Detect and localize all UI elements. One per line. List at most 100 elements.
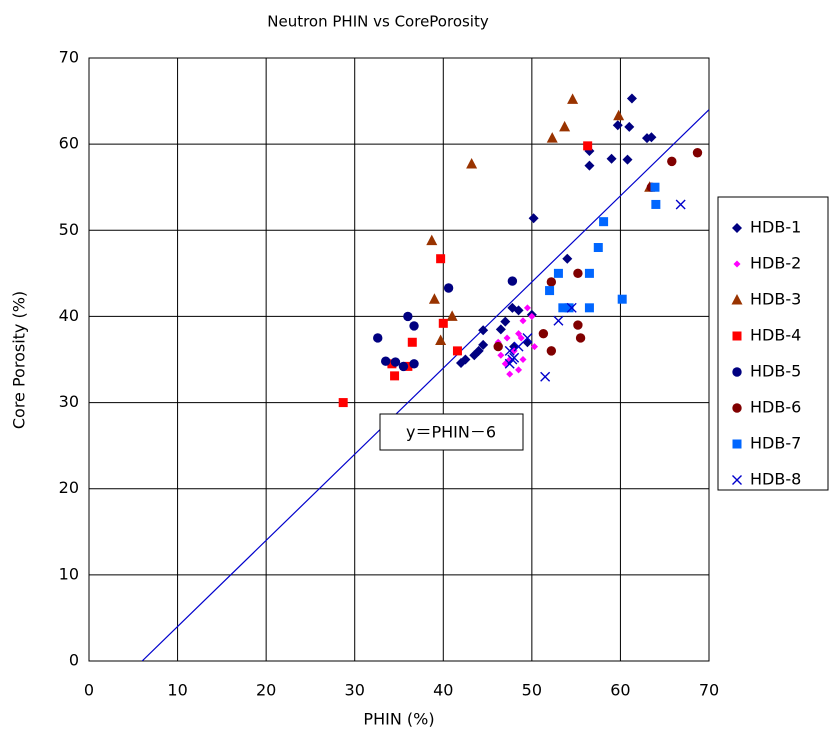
point <box>650 182 660 192</box>
point <box>540 371 551 382</box>
legend-marker <box>732 403 742 413</box>
point <box>435 334 447 346</box>
point <box>593 243 603 253</box>
point <box>507 354 518 365</box>
point <box>517 334 525 342</box>
annotation: y＝PHIN－6 <box>406 423 496 442</box>
reference-line <box>141 109 709 661</box>
point <box>390 371 400 381</box>
legend-label: HDB-8 <box>750 470 801 489</box>
legend-marker <box>732 439 742 449</box>
point <box>390 357 401 367</box>
legend-marker <box>732 331 742 341</box>
legend-label: HDB-6 <box>750 398 801 417</box>
annotation-box <box>379 413 524 451</box>
point <box>613 109 625 121</box>
legend-label: HDB-2 <box>750 254 801 273</box>
point <box>500 316 511 327</box>
point <box>513 341 524 352</box>
point <box>599 217 609 227</box>
point <box>513 305 524 316</box>
x-tick-label: 70 <box>699 681 719 700</box>
point <box>692 148 703 158</box>
point <box>515 366 523 374</box>
x-tick-label: 30 <box>345 681 365 700</box>
point <box>522 332 533 343</box>
point <box>426 234 438 246</box>
point <box>373 333 383 343</box>
point <box>446 310 458 321</box>
y-tick-label: 30 <box>59 392 79 411</box>
legend-marker <box>732 223 742 233</box>
point <box>624 121 635 132</box>
point <box>428 293 440 304</box>
point <box>538 328 549 339</box>
legend-marker <box>733 260 741 268</box>
point <box>409 321 419 331</box>
point <box>519 317 527 325</box>
point <box>562 253 573 264</box>
point <box>531 343 539 351</box>
point <box>558 303 568 313</box>
chart-title: Neutron PHIN vs CorePorosity <box>267 13 489 31</box>
point <box>675 199 686 210</box>
point <box>546 277 557 287</box>
point <box>436 254 446 264</box>
legend-marker <box>732 475 742 485</box>
x-tick-label: 10 <box>167 681 187 700</box>
point <box>626 93 637 104</box>
y-tick-label: 60 <box>59 134 79 153</box>
point <box>606 153 617 164</box>
legend-label: HDB-3 <box>750 290 801 309</box>
point <box>473 345 484 356</box>
point <box>546 132 558 143</box>
legend-marker <box>731 294 743 305</box>
x-axis-label: PHIN (%) <box>363 710 434 729</box>
point <box>564 303 574 313</box>
point <box>504 345 515 356</box>
point <box>460 354 471 365</box>
legend-label: HDB-4 <box>750 326 801 345</box>
point <box>381 356 391 366</box>
point <box>506 370 514 378</box>
legend-label: HDB-1 <box>750 218 801 237</box>
point <box>559 120 571 132</box>
point <box>584 268 594 278</box>
point <box>403 311 413 322</box>
point <box>443 283 454 293</box>
point <box>667 156 677 167</box>
y-tick-label: 20 <box>59 478 79 497</box>
y-tick-label: 40 <box>59 306 79 325</box>
point <box>622 154 633 165</box>
point <box>651 199 661 209</box>
point <box>584 160 595 171</box>
point <box>612 120 623 131</box>
y-tick-label: 0 <box>69 651 79 670</box>
y-axis-label: Core Porosity (%) <box>10 291 29 429</box>
point <box>573 320 583 330</box>
point <box>528 312 536 320</box>
plot-frame <box>88 57 710 662</box>
x-tick-label: 0 <box>84 681 94 700</box>
point <box>407 337 417 347</box>
point <box>503 334 511 342</box>
point <box>495 324 506 335</box>
point <box>493 341 503 352</box>
point <box>438 318 448 328</box>
point <box>478 325 489 336</box>
y-tick-label: 50 <box>59 220 79 239</box>
point <box>497 351 505 359</box>
point <box>478 339 489 350</box>
point <box>553 268 563 278</box>
y-tick-label: 70 <box>59 48 79 67</box>
point <box>466 157 478 169</box>
legend-marker <box>732 367 742 377</box>
point <box>642 133 652 144</box>
point <box>452 346 462 356</box>
x-tick-label: 40 <box>433 681 453 700</box>
point <box>409 359 419 369</box>
point <box>523 304 531 312</box>
point <box>583 141 593 151</box>
y-tick-label: 10 <box>59 564 79 583</box>
legend-label: HDB-7 <box>750 434 801 453</box>
